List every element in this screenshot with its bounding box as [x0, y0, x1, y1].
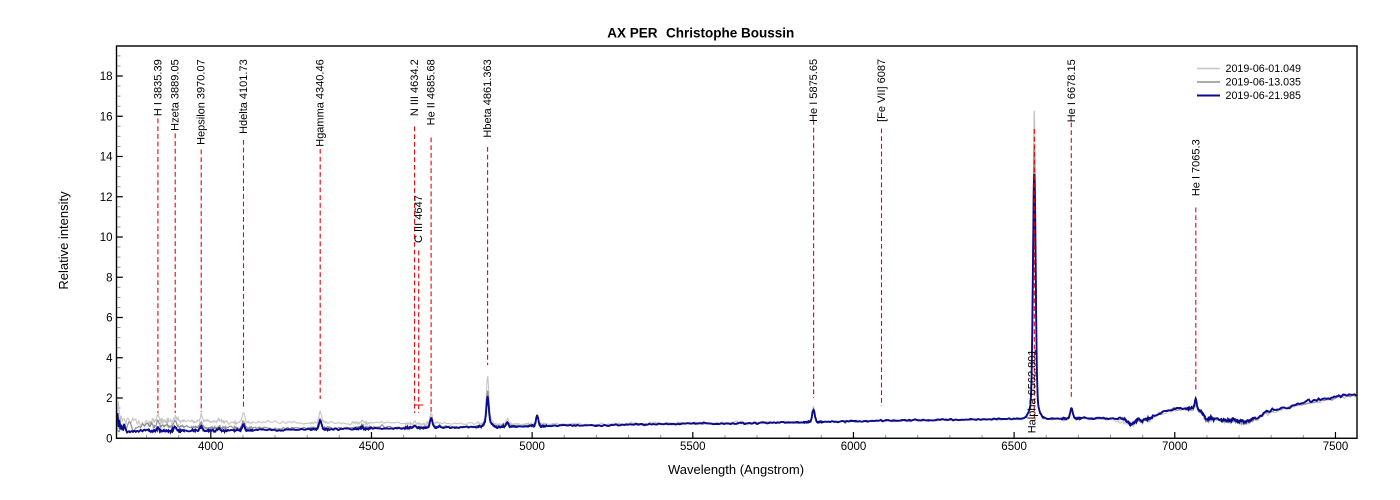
svg-text:AX PER: AX PER: [607, 26, 658, 41]
svg-text:5000: 5000: [519, 441, 545, 453]
svg-text:2019-06-13.035: 2019-06-13.035: [1226, 77, 1302, 89]
svg-text:Hdelta 4101.73: Hdelta 4101.73: [238, 59, 250, 134]
svg-text:7000: 7000: [1162, 441, 1188, 453]
svg-text:10: 10: [100, 232, 113, 244]
svg-text:7500: 7500: [1323, 441, 1349, 453]
svg-text:N III 4634.2: N III 4634.2: [409, 59, 421, 116]
svg-text:Hbeta 4861.363: Hbeta 4861.363: [482, 59, 494, 137]
svg-text:Halpha 6562.801: Halpha 6562.801: [1027, 350, 1039, 434]
svg-text:4500: 4500: [359, 441, 385, 453]
svg-text:He II 4685.68: He II 4685.68: [426, 59, 438, 125]
svg-text:He I 7065.3: He I 7065.3: [1190, 139, 1202, 196]
svg-text:2: 2: [106, 393, 112, 405]
svg-text:6000: 6000: [841, 441, 867, 453]
svg-text:Hzeta 3889.05: Hzeta 3889.05: [170, 59, 182, 131]
svg-text:16: 16: [100, 111, 113, 123]
svg-text:Relative intensity: Relative intensity: [56, 191, 71, 290]
svg-text:6: 6: [106, 313, 112, 325]
svg-text:[Fe VII] 6087: [Fe VII] 6087: [876, 59, 888, 122]
svg-text:He I 6678.15: He I 6678.15: [1066, 59, 1078, 122]
svg-text:H I 3835.39: H I 3835.39: [152, 59, 164, 116]
svg-text:12: 12: [100, 192, 113, 204]
svg-text:2019-06-01.049: 2019-06-01.049: [1226, 63, 1302, 75]
svg-text:0: 0: [106, 433, 112, 445]
svg-text:Hepsilon 3970.07: Hepsilon 3970.07: [196, 59, 208, 145]
svg-text:4000: 4000: [198, 441, 224, 453]
svg-text:5500: 5500: [680, 441, 706, 453]
svg-text:Wavelength (Angstrom): Wavelength (Angstrom): [668, 462, 804, 477]
svg-text:18: 18: [100, 71, 113, 83]
svg-text:He I 5875.65: He I 5875.65: [808, 59, 820, 122]
svg-text:C III 4647: C III 4647: [413, 195, 425, 243]
svg-text:14: 14: [100, 152, 113, 164]
svg-text:6500: 6500: [1001, 441, 1027, 453]
svg-text:Christophe Boussin: Christophe Boussin: [666, 26, 794, 41]
svg-text:2019-06-21.985: 2019-06-21.985: [1226, 90, 1302, 102]
svg-text:Hgamma 4340.46: Hgamma 4340.46: [315, 59, 327, 146]
svg-text:4: 4: [106, 353, 113, 365]
svg-text:8: 8: [106, 272, 112, 284]
